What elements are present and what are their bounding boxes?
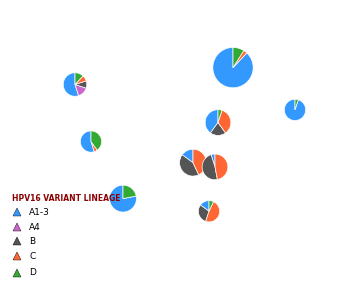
- Wedge shape: [123, 185, 136, 199]
- Wedge shape: [218, 110, 231, 133]
- Wedge shape: [233, 51, 247, 68]
- Wedge shape: [209, 201, 214, 211]
- Wedge shape: [218, 110, 222, 122]
- Wedge shape: [206, 202, 220, 222]
- Wedge shape: [295, 99, 298, 110]
- Wedge shape: [213, 47, 253, 88]
- Wedge shape: [193, 149, 206, 175]
- Wedge shape: [284, 99, 306, 121]
- Wedge shape: [180, 155, 199, 176]
- Text: C: C: [29, 252, 36, 261]
- Wedge shape: [80, 131, 94, 152]
- Wedge shape: [63, 73, 79, 96]
- Text: A1-3: A1-3: [29, 208, 50, 217]
- Wedge shape: [215, 154, 228, 180]
- Text: A4: A4: [29, 223, 41, 232]
- Wedge shape: [233, 47, 244, 68]
- Wedge shape: [205, 110, 218, 133]
- Wedge shape: [91, 142, 97, 152]
- Wedge shape: [210, 122, 225, 135]
- Wedge shape: [75, 85, 86, 96]
- Wedge shape: [75, 81, 87, 88]
- Wedge shape: [75, 73, 83, 85]
- Text: D: D: [29, 268, 36, 277]
- Text: HPV16 VARIANT LINEAGE: HPV16 VARIANT LINEAGE: [12, 194, 120, 203]
- Text: B: B: [29, 237, 35, 246]
- Wedge shape: [110, 185, 136, 212]
- Wedge shape: [91, 131, 101, 150]
- Wedge shape: [201, 201, 209, 211]
- Wedge shape: [182, 149, 193, 163]
- Wedge shape: [211, 154, 215, 167]
- Wedge shape: [202, 155, 217, 180]
- Wedge shape: [75, 76, 86, 85]
- Wedge shape: [198, 205, 209, 221]
